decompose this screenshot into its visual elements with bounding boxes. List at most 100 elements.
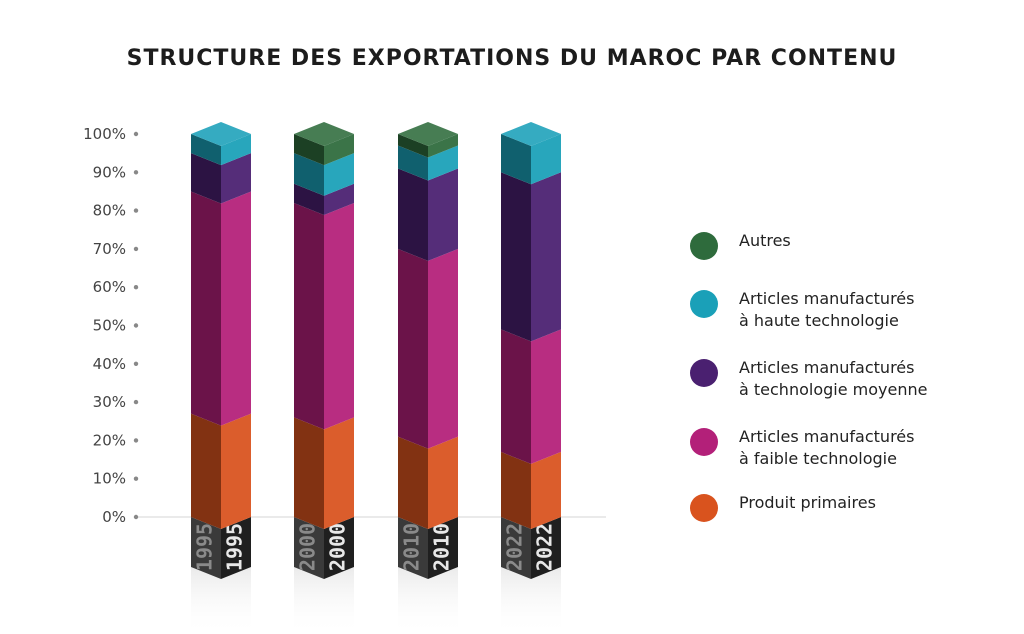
bar-base-right (531, 517, 561, 579)
y-tick-label: 20% (93, 431, 126, 449)
bar-top-cap (294, 122, 354, 146)
y-tick-mark (133, 361, 139, 366)
bar-base-left (191, 517, 221, 579)
bar-segment (191, 134, 221, 166)
y-tick-mark (133, 323, 139, 328)
y-tick-label: 0% (102, 508, 126, 526)
y-tick-label: 70% (93, 240, 126, 258)
y-tick-label: 60% (93, 278, 126, 296)
y-tick-label: 50% (93, 317, 126, 335)
bar-segment (221, 134, 251, 166)
bar-reflection (398, 559, 458, 634)
y-tick-mark (133, 246, 139, 252)
bar-segment (294, 202, 324, 430)
bar-segment (294, 153, 324, 196)
bar-segment (531, 451, 561, 529)
bar-segment (428, 134, 458, 158)
legend-swatch (690, 232, 718, 260)
bar-1995: 1995 1995 (191, 122, 251, 634)
bar-base-right (428, 517, 458, 579)
bar-segment (398, 134, 428, 158)
legend-label: Articles manufacturés à technologie moye… (739, 358, 928, 399)
bar-segment (428, 436, 458, 529)
year-label: 1995 (193, 523, 217, 571)
y-tick-mark (133, 514, 139, 520)
y-tick-label: 90% (93, 163, 126, 181)
bar-reflection (191, 559, 251, 634)
y-tick-label: 10% (93, 470, 126, 488)
bar-base-left (501, 517, 531, 579)
legend-label: Articles manufacturés à faible technolog… (739, 427, 915, 468)
bar-segment (294, 417, 324, 529)
bar-segment (398, 436, 428, 529)
y-axis: 0% 10% 20% 30% 40% 50% 60% 70% 80% 90% 100% (83, 125, 606, 526)
bar-segment (324, 134, 354, 166)
y-tick-mark (133, 208, 139, 213)
chart-title: STRUCTURE DES EXPORTATIONS DU MAROC PAR … (126, 46, 898, 71)
y-tick-mark (133, 285, 139, 290)
bar-base-right (324, 517, 354, 579)
bar-segment (221, 153, 251, 204)
y-tick-mark (133, 476, 139, 481)
bars: 1995 1995 2000 2000 2010 2010 2022 2022 (191, 122, 561, 634)
bar-segment (324, 202, 354, 430)
bar-segment (191, 191, 221, 426)
year-label: 2010 (400, 523, 424, 571)
bar-segment (501, 329, 531, 464)
y-tick-label: 100% (83, 125, 126, 143)
bar-segment (501, 451, 531, 529)
bar-segment (324, 417, 354, 529)
bar-segment (398, 168, 428, 261)
legend-swatch (690, 494, 718, 522)
bar-base-right (221, 517, 251, 579)
year-label: 2000 (326, 523, 350, 571)
bar-2022: 2022 2022 (501, 122, 561, 634)
bar-segment (501, 172, 531, 342)
bar-base-left (398, 517, 428, 579)
bar-segment (501, 134, 531, 185)
legend-swatch (690, 290, 718, 318)
year-label: 2000 (296, 523, 320, 571)
bar-segment (221, 191, 251, 426)
bar-segment (531, 172, 561, 342)
bar-2000: 2000 2000 (294, 122, 354, 634)
legend-label: Autres (739, 231, 791, 250)
bar-segment (428, 145, 458, 181)
legend-swatch (690, 428, 718, 456)
bar-segment (191, 153, 221, 204)
legend-label: Articles manufacturés à haute technologi… (739, 289, 915, 330)
year-label: 2022 (503, 523, 527, 571)
legend-item: Produit primaires (690, 492, 876, 522)
bar-segment (324, 183, 354, 215)
y-tick-label: 30% (93, 393, 126, 411)
legend-item: Articles manufacturés à haute technologi… (690, 288, 914, 332)
y-tick-mark (133, 131, 139, 137)
legend-label: Produit primaires (739, 493, 876, 512)
y-tick-label: 40% (93, 355, 126, 373)
bar-segment (221, 413, 251, 529)
bar-segment (398, 248, 428, 449)
bar-base-left (294, 517, 324, 579)
bar-2010: 2010 2010 (398, 122, 458, 634)
year-label: 2010 (430, 523, 454, 571)
bar-segment (294, 134, 324, 166)
y-tick-mark (133, 399, 139, 405)
legend-swatch (690, 359, 718, 387)
bar-top-cap (191, 122, 251, 146)
bar-segment (428, 248, 458, 449)
y-tick-mark (133, 438, 139, 443)
legend-item: Articles manufacturés à technologie moye… (690, 357, 927, 401)
y-tick-mark (133, 170, 139, 175)
bar-top-cap (398, 122, 458, 146)
bar-reflection (294, 559, 354, 634)
bar-top-cap (501, 122, 561, 146)
bar-segment (324, 153, 354, 196)
year-label: 1995 (223, 523, 247, 571)
bar-segment (294, 183, 324, 215)
bar-reflection (501, 559, 561, 634)
y-tick-label: 80% (93, 202, 126, 220)
bar-segment (531, 329, 561, 464)
bar-segment (191, 413, 221, 529)
bar-segment (428, 168, 458, 261)
